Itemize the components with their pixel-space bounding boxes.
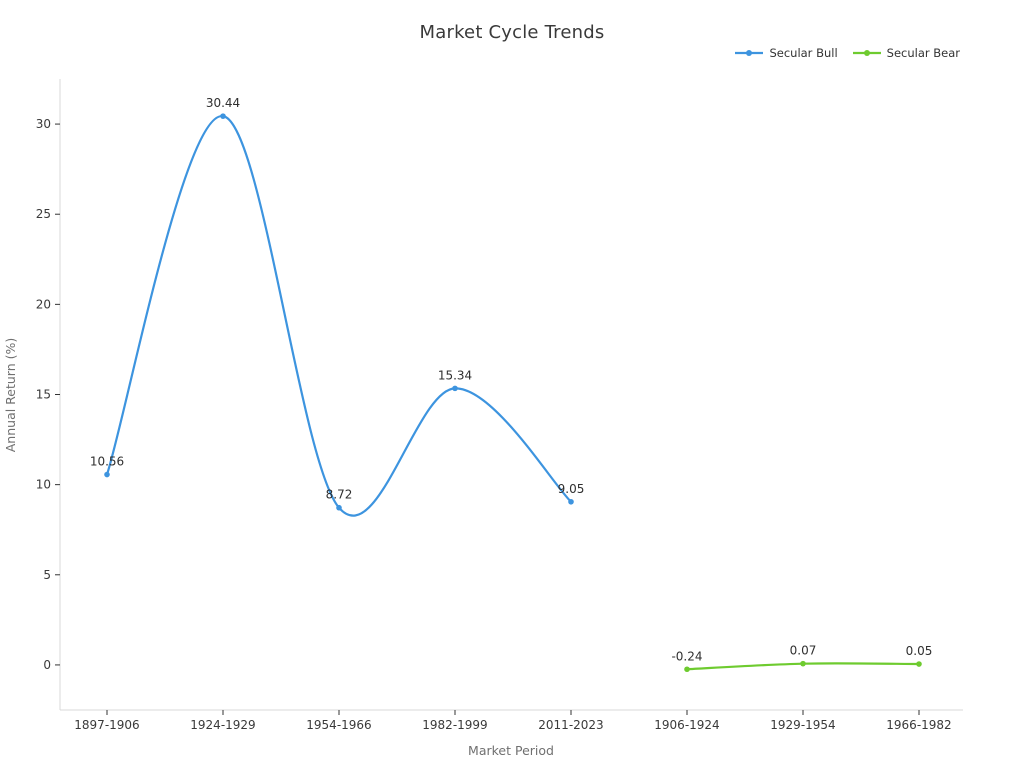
data-point-marker (916, 661, 922, 667)
x-tick-label: 1924-1929 (190, 718, 255, 732)
data-point-label: 0.05 (906, 644, 933, 658)
series-secular-bull: 10.56 30.44 8.72 15.34 9.05 (90, 96, 585, 517)
data-point-label: 8.72 (326, 488, 353, 502)
series-line-secular-bull (105, 115, 573, 517)
data-point-marker (452, 385, 458, 392)
y-axis-title: Annual Return (%) (3, 338, 18, 453)
legend-label-secular-bear: Secular Bear (886, 46, 960, 60)
series-layer: 10.56 30.44 8.72 15.34 9.05 -0.24 0.07 0.05 (90, 96, 933, 673)
y-tick-label: 5 (43, 568, 51, 582)
data-point-marker (104, 471, 110, 478)
x-tick-label: 2011-2023 (538, 718, 603, 732)
x-tick-label: 1966-1982 (886, 718, 951, 732)
data-point-marker (684, 666, 690, 673)
x-tick-label: 1954-1966 (306, 718, 371, 732)
legend-label-secular-bull: Secular Bull (769, 46, 838, 60)
data-point-label: 30.44 (206, 96, 240, 110)
y-tick-label: 30 (36, 117, 51, 131)
y-tick-label: 15 (36, 388, 51, 402)
data-point-marker (220, 113, 226, 119)
x-tick-label: 1929-1954 (770, 718, 835, 732)
axes-layer: 0 5 10 15 20 25 30 1897-1906 1924-1929 1954-1966 1… (36, 79, 963, 732)
legend: Secular Bull Secular Bear (734, 46, 960, 60)
y-tick-label: 20 (36, 297, 51, 311)
y-tick-label: 10 (36, 478, 51, 492)
legend-item-secular-bear[interactable]: Secular Bear (852, 46, 960, 60)
data-point-marker (336, 504, 342, 511)
legend-line-marker-icon (735, 50, 764, 56)
y-tick-label: 25 (36, 207, 51, 221)
legend-item-secular-bull[interactable]: Secular Bull (734, 46, 838, 60)
data-point-marker (800, 660, 806, 667)
x-axis-title: Market Period (468, 743, 554, 758)
x-tick-label: 1897-1906 (74, 718, 139, 732)
x-tick-label: 1906-1924 (654, 718, 719, 732)
data-point-label: 10.56 (90, 455, 124, 469)
data-point-label: 0.07 (790, 644, 817, 658)
data-point-label: 9.05 (558, 482, 585, 496)
data-point-label: -0.24 (671, 649, 702, 663)
series-secular-bear: -0.24 0.07 0.05 (671, 644, 933, 673)
data-point-label: 15.34 (438, 368, 472, 382)
y-tick-label: 0 (43, 658, 51, 672)
x-tick-label: 1982-1999 (422, 718, 487, 732)
chart-title: Market Cycle Trends (419, 22, 605, 43)
data-point-marker (568, 498, 574, 505)
legend-line-marker-icon (852, 50, 881, 56)
